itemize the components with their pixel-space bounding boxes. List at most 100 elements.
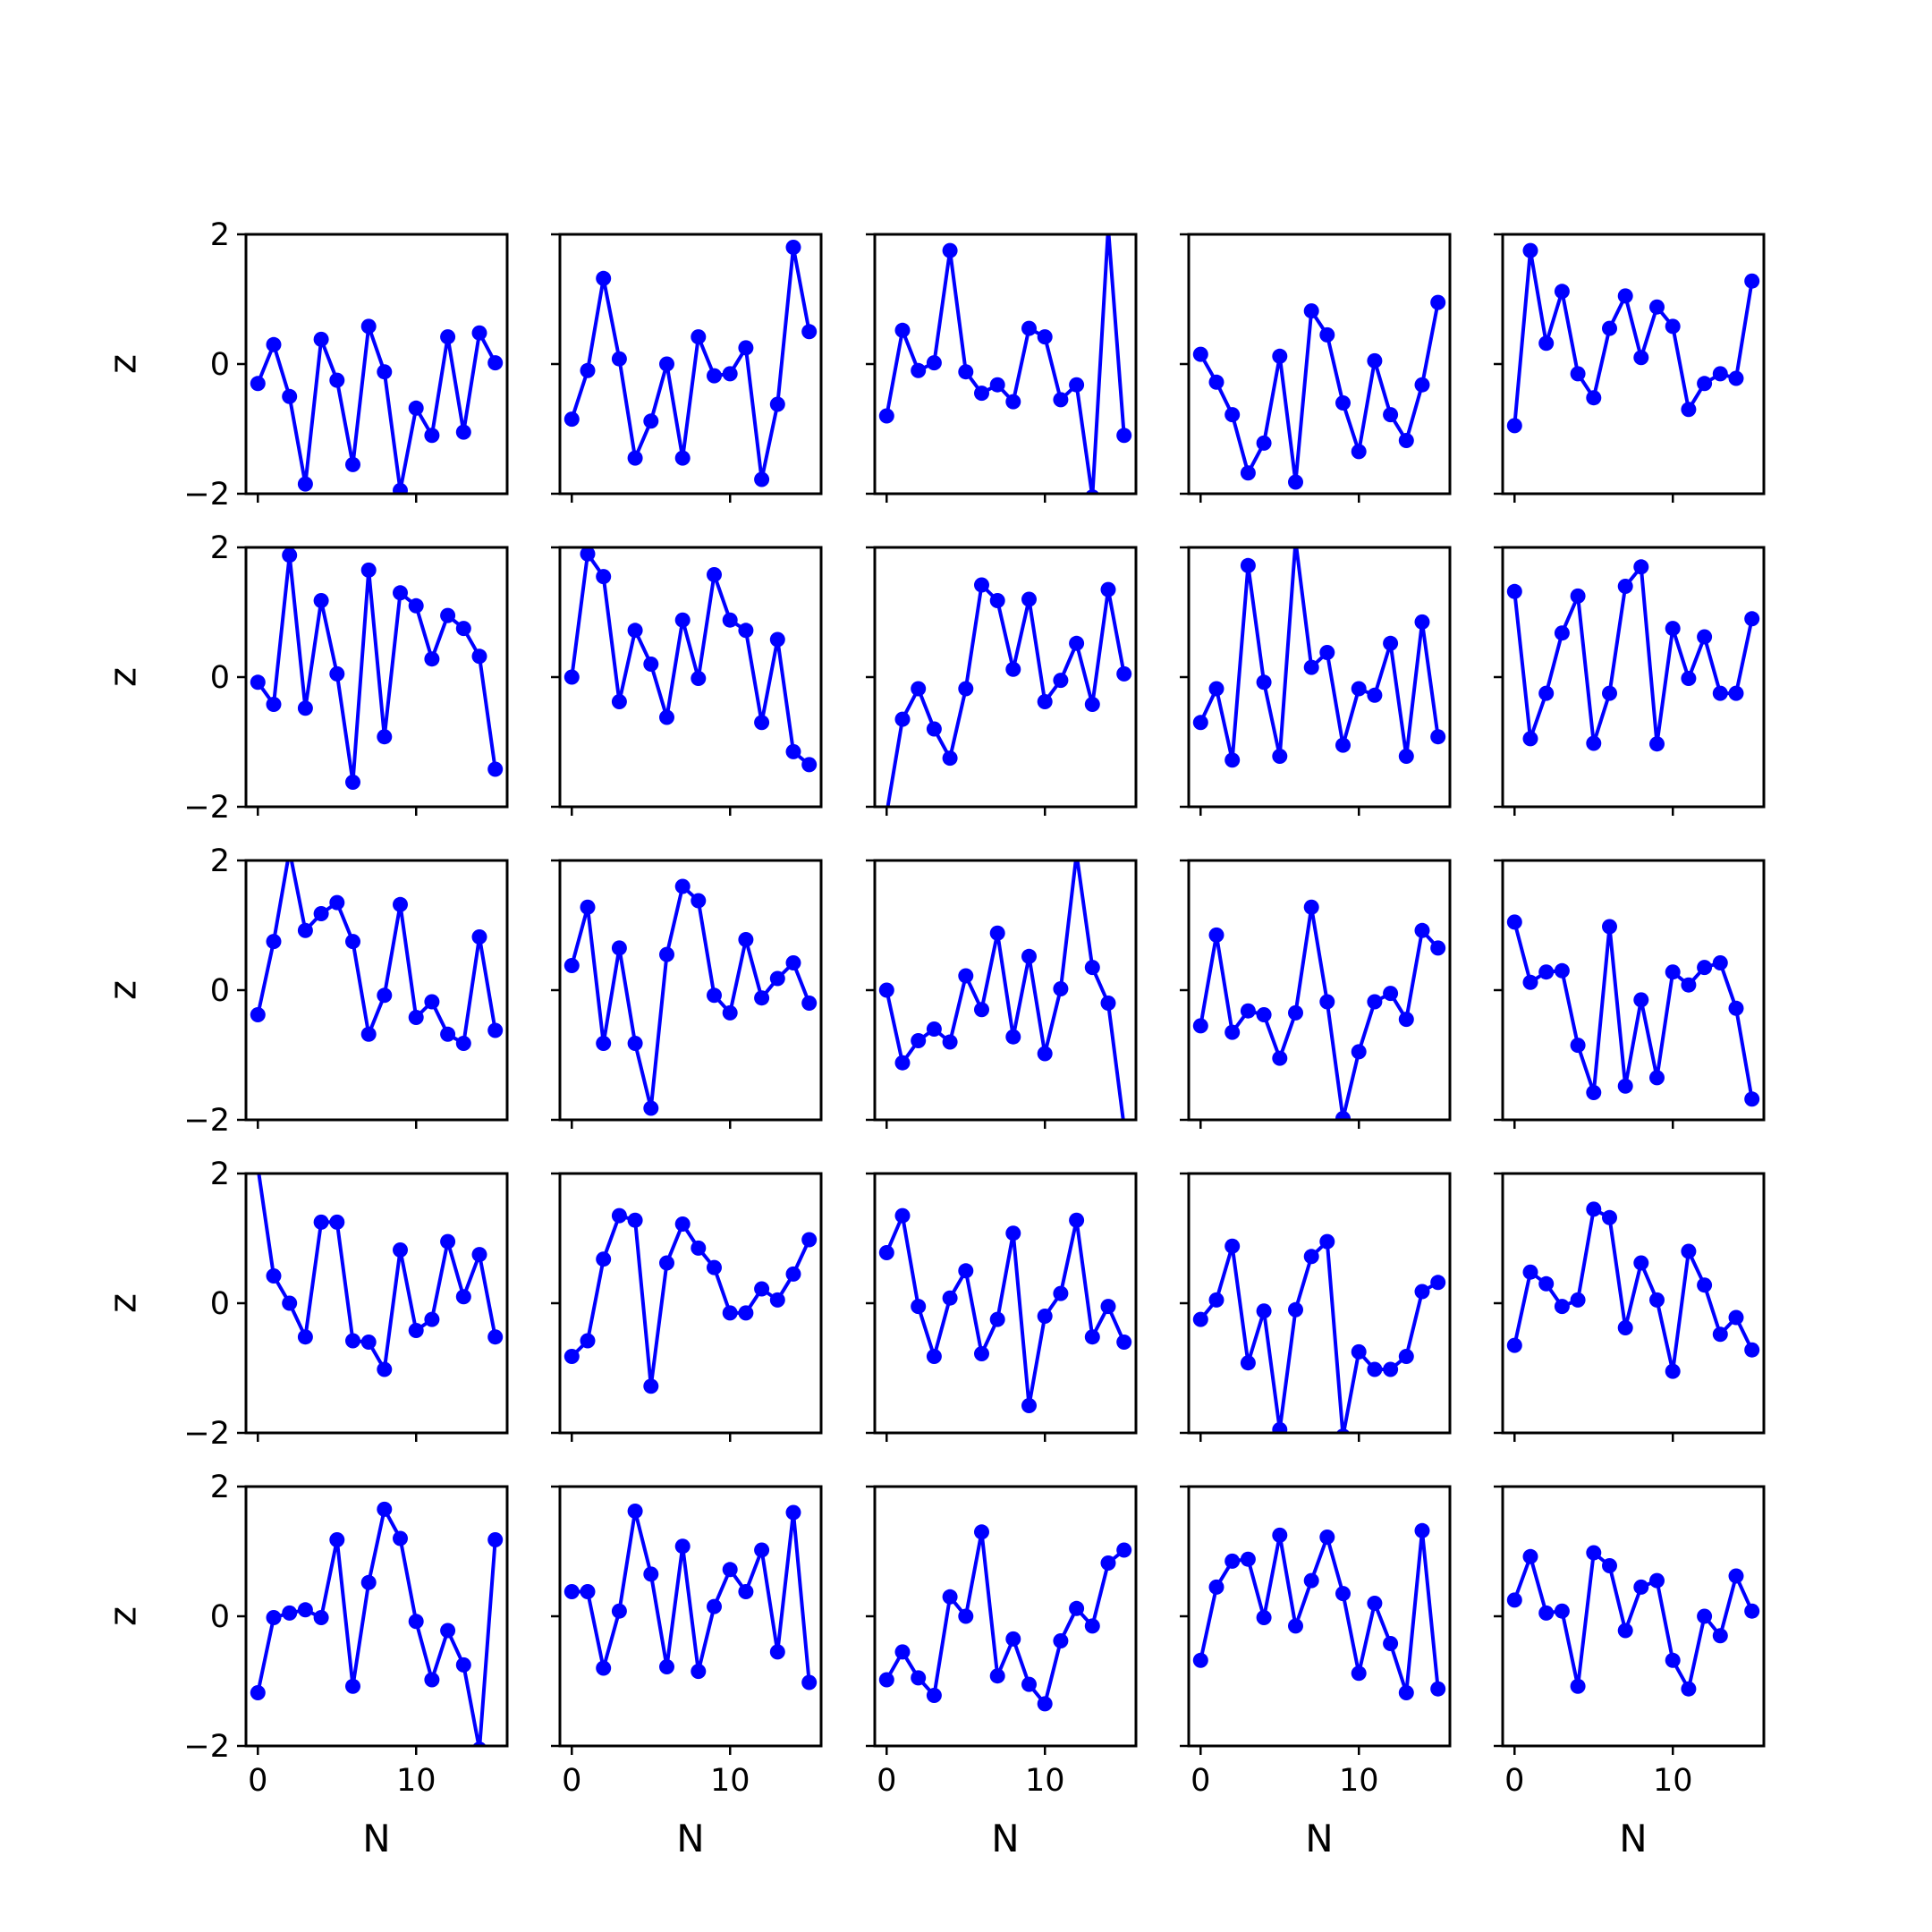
data-point	[1053, 392, 1069, 408]
series	[564, 547, 818, 773]
data-point	[564, 1584, 580, 1599]
data-point	[440, 1233, 456, 1250]
series	[878, 1524, 1132, 1712]
data-point	[958, 681, 974, 697]
data-point	[769, 1644, 785, 1660]
y-axis-label: z	[101, 1606, 145, 1626]
data-point	[722, 1004, 738, 1021]
data-point	[393, 1242, 408, 1258]
series-line	[886, 583, 1126, 807]
data-point	[1383, 1361, 1399, 1377]
data-point	[1319, 326, 1335, 343]
data-point	[360, 1026, 377, 1042]
data-point	[1069, 1600, 1085, 1616]
data-point	[1728, 685, 1744, 701]
subplot-r2-c5	[1494, 546, 1766, 816]
data-point	[1712, 955, 1728, 970]
data-point	[1665, 621, 1681, 637]
data-point	[424, 651, 440, 667]
data-point	[1602, 919, 1617, 935]
data-point	[1430, 294, 1446, 310]
data-point	[360, 1574, 377, 1590]
data-point	[1398, 433, 1414, 448]
data-point	[722, 1305, 738, 1321]
data-point	[1005, 1225, 1021, 1241]
data-point	[769, 1292, 785, 1308]
data-point	[691, 329, 707, 345]
data-point	[1633, 1255, 1649, 1271]
data-point	[1367, 1596, 1383, 1611]
data-point	[1303, 303, 1319, 319]
data-point	[1288, 1618, 1303, 1634]
data-point	[1288, 474, 1303, 490]
series-line	[1513, 564, 1754, 746]
data-point	[785, 743, 801, 759]
data-point	[329, 665, 345, 682]
data-point	[1728, 1309, 1744, 1326]
series	[250, 860, 504, 1051]
data-point	[926, 1349, 942, 1364]
data-point	[1398, 1012, 1414, 1028]
data-point	[1240, 1003, 1256, 1019]
data-point	[313, 593, 329, 608]
series	[1506, 242, 1760, 434]
data-point	[1538, 964, 1555, 980]
data-point	[1728, 1000, 1744, 1016]
data-point	[1383, 1636, 1399, 1651]
data-point	[1272, 348, 1288, 364]
data-point	[1681, 1681, 1697, 1697]
data-point	[282, 388, 298, 404]
data-point	[878, 1245, 894, 1260]
data-point	[1192, 1311, 1208, 1327]
data-point	[1665, 964, 1681, 980]
data-point	[297, 476, 313, 492]
data-point	[674, 878, 691, 894]
data-point	[1728, 370, 1744, 386]
data-point	[1538, 1605, 1555, 1621]
data-point	[1208, 1579, 1224, 1595]
data-point	[926, 1021, 942, 1037]
data-point	[360, 1335, 377, 1350]
data-point	[911, 1670, 927, 1686]
data-point	[1037, 1696, 1053, 1712]
y-tick-label: 2	[210, 843, 230, 879]
data-point	[1335, 1586, 1351, 1602]
data-point	[1697, 1608, 1713, 1624]
data-point	[1633, 1579, 1649, 1595]
data-point	[643, 413, 659, 429]
data-point	[1649, 1572, 1665, 1589]
data-point	[1697, 376, 1713, 392]
data-point	[659, 356, 674, 372]
data-point	[564, 1349, 580, 1364]
data-point	[1554, 962, 1570, 979]
data-point	[1272, 1050, 1288, 1066]
data-point	[266, 934, 282, 950]
series-line	[1199, 1529, 1440, 1695]
x-tick-label: 0	[562, 1763, 581, 1799]
data-point	[313, 1610, 329, 1625]
data-point	[769, 396, 785, 412]
data-point	[1665, 1363, 1681, 1379]
data-point	[266, 1268, 282, 1284]
series-line	[257, 1174, 497, 1371]
data-point	[611, 1603, 627, 1619]
y-axis-label: z	[101, 354, 145, 374]
data-point	[1522, 242, 1538, 258]
data-point	[1383, 407, 1399, 423]
subplot-r4-c3	[866, 1172, 1138, 1442]
data-point	[1633, 350, 1649, 366]
data-point	[1272, 1527, 1288, 1543]
data-point	[408, 1614, 424, 1630]
data-point	[1005, 394, 1021, 410]
data-point	[1319, 645, 1335, 660]
data-point	[1021, 591, 1037, 607]
series-line	[570, 1214, 811, 1388]
data-point	[580, 899, 596, 915]
data-point	[1053, 981, 1069, 996]
series-line	[1199, 1240, 1439, 1433]
data-point	[643, 657, 659, 672]
series-line	[885, 1214, 1126, 1408]
data-point	[377, 729, 393, 745]
